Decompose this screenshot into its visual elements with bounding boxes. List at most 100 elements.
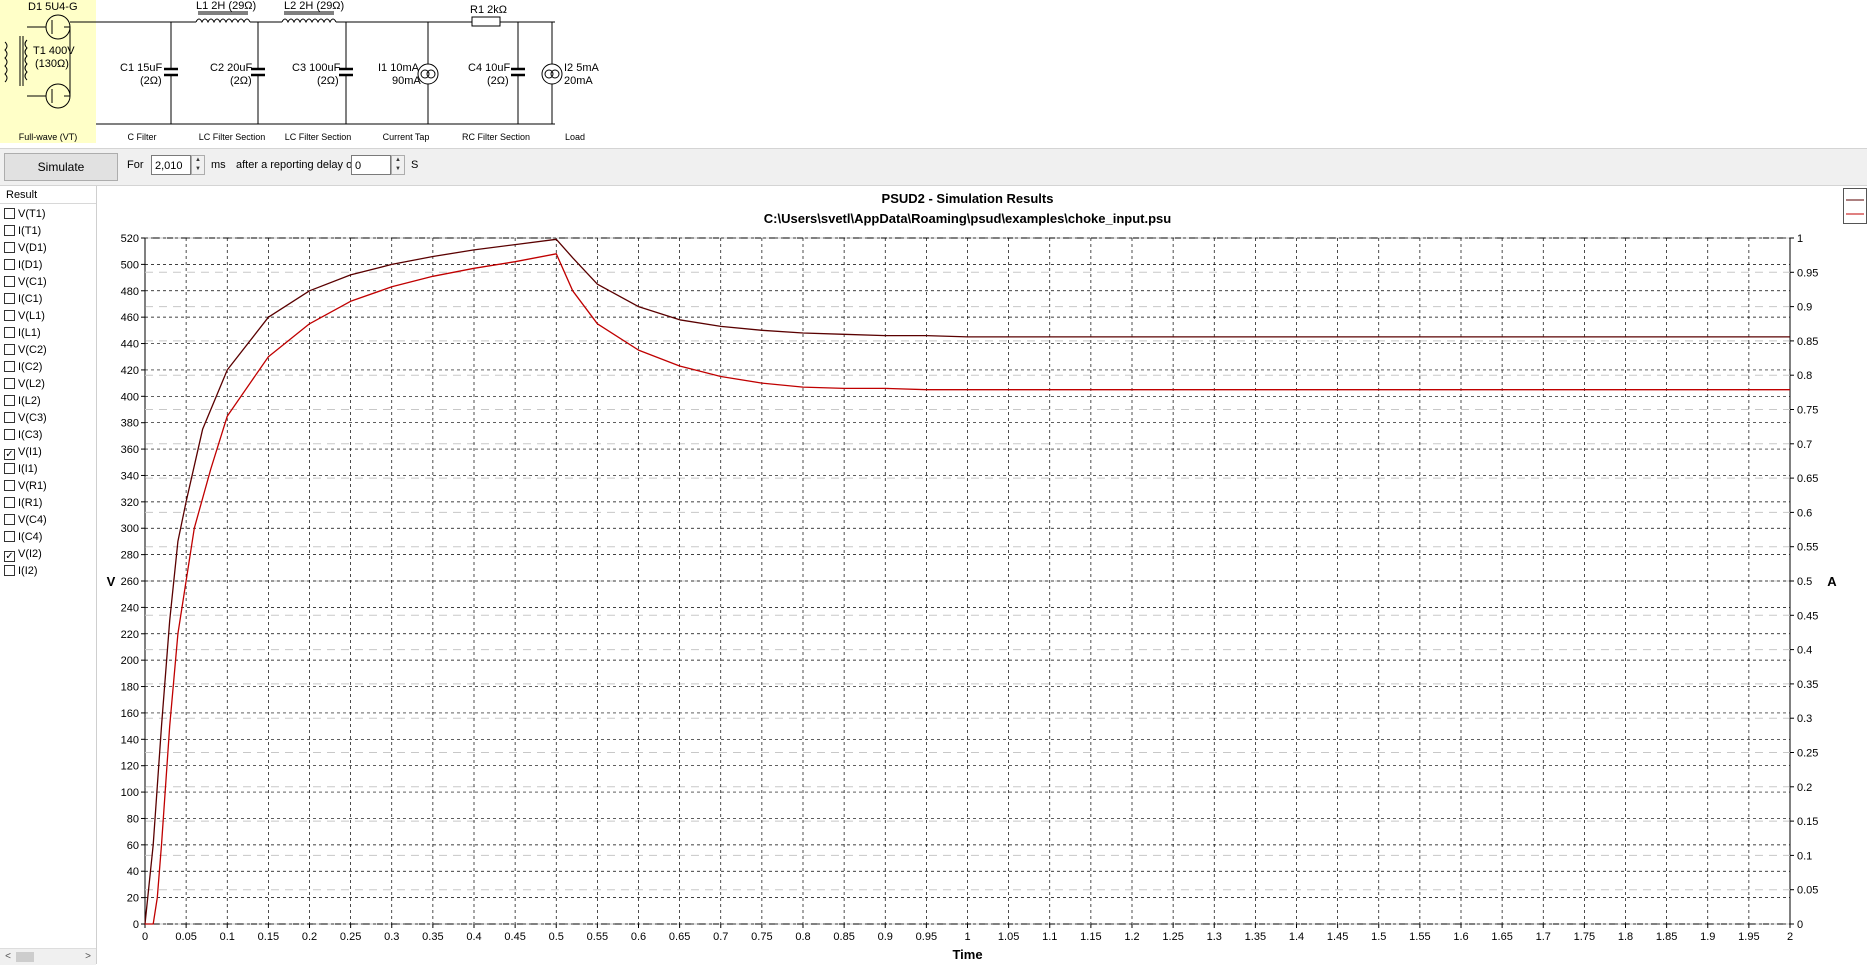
result-item-label: I(T1) (18, 225, 42, 237)
x-axis-label: Time (952, 947, 982, 962)
y2-tick-label: 0 (1797, 919, 1803, 931)
result-checkbox[interactable] (4, 429, 15, 440)
l2-label[interactable]: L2 2H (29Ω) (284, 0, 345, 12)
spin-up-icon[interactable]: ▲ (395, 157, 401, 163)
delay-spinner[interactable]: ▲ ▼ (391, 155, 405, 175)
result-item-ii2[interactable]: I(I2) (4, 564, 38, 579)
result-checkbox[interactable] (4, 242, 15, 253)
result-checkbox[interactable]: ✓ (4, 449, 15, 460)
result-item-it1[interactable]: I(T1) (4, 224, 41, 239)
c4-label[interactable]: C4 10uF (468, 62, 511, 74)
result-item-il1[interactable]: I(L1) (4, 326, 41, 341)
y-tick-label: 100 (121, 787, 139, 799)
spin-up-icon[interactable]: ▲ (195, 157, 201, 163)
duration-input[interactable]: 2,010 (151, 155, 191, 175)
scroll-thumb[interactable] (16, 952, 34, 962)
result-checkbox[interactable] (4, 395, 15, 406)
chart-title: PSUD2 - Simulation Results (882, 191, 1054, 206)
result-checkbox[interactable] (4, 344, 15, 355)
result-checkbox[interactable] (4, 276, 15, 287)
x-tick-label: 0.7 (713, 931, 728, 943)
result-checkbox[interactable] (4, 361, 15, 372)
spin-down-icon[interactable]: ▼ (195, 166, 201, 172)
result-item-vi1[interactable]: ✓ V(I1) (4, 445, 42, 460)
rectifier-source-block[interactable]: D1 5U4-G T1 400V (130Ω) (0, 0, 96, 143)
y-tick-label: 340 (121, 470, 139, 482)
c1-label[interactable]: C1 15uF (120, 62, 163, 74)
x-tick-label: 0.05 (175, 931, 196, 943)
result-item-label: V(C1) (18, 276, 47, 288)
result-checkbox[interactable] (4, 480, 15, 491)
section-label-c-filter: C Filter (127, 132, 157, 142)
result-item-label: I(C4) (18, 531, 43, 543)
result-checkbox[interactable] (4, 531, 15, 542)
delay-input[interactable]: 0 (351, 155, 391, 175)
result-item-vc1[interactable]: V(C1) (4, 275, 47, 290)
r1-label[interactable]: R1 2kΩ (470, 4, 507, 16)
result-item-id1[interactable]: I(D1) (4, 258, 42, 273)
chart-subtitle: C:\Users\svetl\AppData\Roaming\psud\exam… (764, 211, 1171, 226)
simulation-chart: PSUD2 - Simulation Results C:\Users\svetl… (107, 191, 1838, 962)
x-tick-label: 0.9 (878, 931, 893, 943)
y-tick-label: 440 (121, 339, 139, 351)
c2-label[interactable]: C2 20uF (210, 62, 253, 74)
i2-value: 20mA (564, 75, 593, 87)
x-tick-label: 1.2 (1124, 931, 1139, 943)
c3-label[interactable]: C3 100uF (292, 62, 341, 74)
result-item-label: V(R1) (18, 480, 47, 492)
result-item-label: V(L1) (18, 310, 45, 322)
result-checkbox[interactable] (4, 225, 15, 236)
result-checkbox[interactable] (4, 208, 15, 219)
result-checkbox[interactable]: ✓ (4, 551, 15, 562)
result-checkbox[interactable] (4, 412, 15, 423)
x-tick-label: 1.25 (1162, 931, 1183, 943)
i1-label[interactable]: I1 10mA (378, 62, 419, 74)
result-item-il2[interactable]: I(L2) (4, 394, 41, 409)
result-item-vl1[interactable]: V(L1) (4, 309, 45, 324)
result-item-ic2[interactable]: I(C2) (4, 360, 42, 375)
result-item-vc3[interactable]: V(C3) (4, 411, 47, 426)
result-item-ic3[interactable]: I(C3) (4, 428, 42, 443)
x-tick-label: 0 (142, 931, 148, 943)
result-item-vc2[interactable]: V(C2) (4, 343, 47, 358)
i2-label[interactable]: I2 5mA (564, 62, 599, 74)
result-item-ir1[interactable]: I(R1) (4, 496, 42, 511)
y2-tick-label: 0.65 (1797, 473, 1818, 485)
horizontal-scrollbar[interactable]: < > (0, 948, 96, 965)
result-item-vl2[interactable]: V(L2) (4, 377, 45, 392)
spin-down-icon[interactable]: ▼ (395, 166, 401, 172)
y-tick-label: 300 (121, 523, 139, 535)
scroll-right-icon[interactable]: > (85, 951, 91, 962)
y-tick-label: 240 (121, 602, 139, 614)
l1-label[interactable]: L1 2H (29Ω) (196, 0, 257, 12)
result-checkbox[interactable] (4, 514, 15, 525)
y-tick-label: 280 (121, 550, 139, 562)
x-tick-label: 0.6 (631, 931, 646, 943)
result-checkbox[interactable] (4, 310, 15, 321)
result-item-vi2[interactable]: ✓ V(I2) (4, 547, 42, 562)
transformer-label: T1 400V (33, 45, 75, 57)
result-item-vc4[interactable]: V(C4) (4, 513, 47, 528)
result-checkbox[interactable] (4, 378, 15, 389)
result-item-ic1[interactable]: I(C1) (4, 292, 42, 307)
result-checkbox[interactable] (4, 565, 15, 576)
result-item-vt1[interactable]: V(T1) (4, 207, 46, 222)
simulate-button[interactable]: Simulate (4, 153, 118, 181)
result-checkbox[interactable] (4, 463, 15, 474)
result-checkbox[interactable] (4, 293, 15, 304)
result-item-ii1[interactable]: I(I1) (4, 462, 38, 477)
x-tick-label: 0.65 (669, 931, 690, 943)
schematic-panel: D1 5U4-G T1 400V (130Ω) Full-wave (VT (0, 0, 1867, 148)
result-item-vr1[interactable]: V(R1) (4, 479, 47, 494)
result-checkbox[interactable] (4, 259, 15, 270)
chart-area: PSUD2 - Simulation Results C:\Users\svetl… (97, 186, 1867, 964)
result-checkbox[interactable] (4, 327, 15, 338)
result-checkbox[interactable] (4, 497, 15, 508)
y-tick-label: 420 (121, 365, 139, 377)
duration-spinner[interactable]: ▲ ▼ (191, 155, 205, 175)
result-item-vd1[interactable]: V(D1) (4, 241, 47, 256)
scroll-left-icon[interactable]: < (5, 951, 11, 962)
y2-tick-label: 0.75 (1797, 405, 1818, 417)
result-item-ic4[interactable]: I(C4) (4, 530, 42, 545)
y2-tick-label: 0.35 (1797, 679, 1818, 691)
